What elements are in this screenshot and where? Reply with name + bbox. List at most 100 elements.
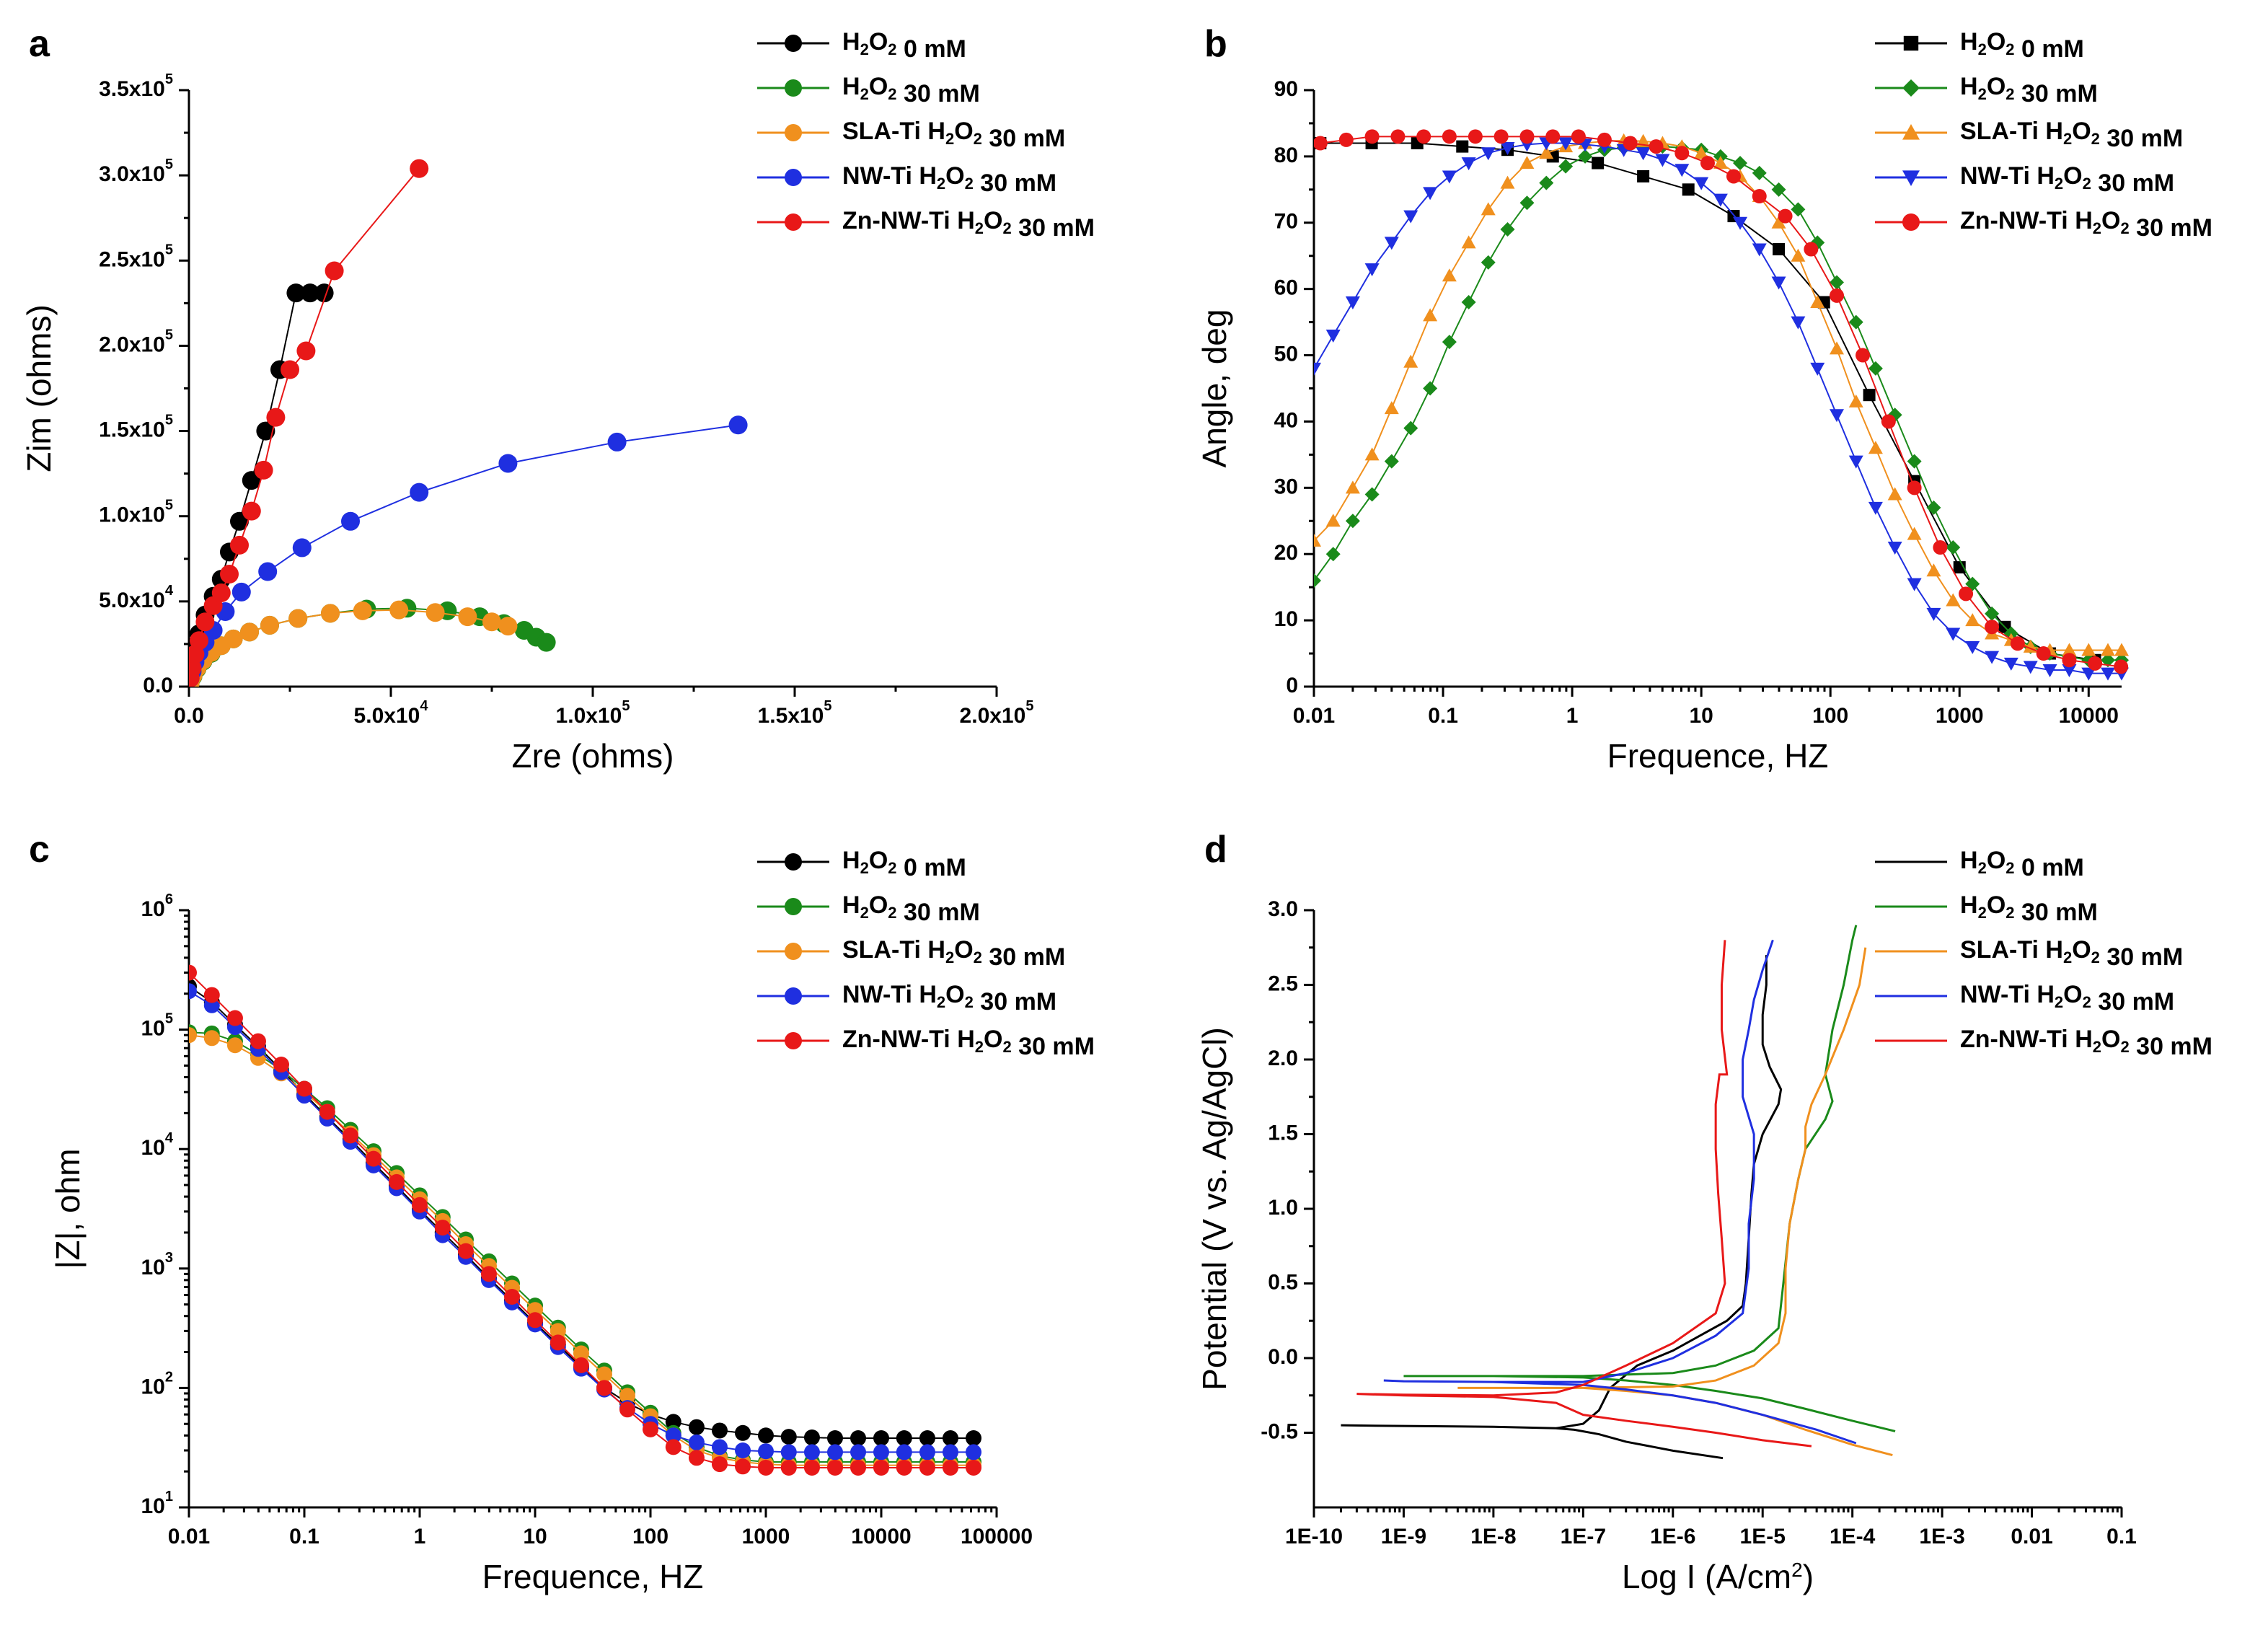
data-point: [286, 283, 306, 303]
data-point: [211, 583, 231, 603]
data-point: [607, 432, 627, 451]
data-point: [711, 1422, 728, 1439]
data-point: [226, 1037, 243, 1054]
x-tick-label: 10: [523, 1525, 547, 1548]
data-point: [189, 964, 197, 981]
data-point: [254, 460, 273, 480]
data-point: [296, 341, 316, 361]
x-tick-label: 1E-9: [1381, 1525, 1426, 1548]
data-point: [2101, 667, 2116, 681]
data-point: [1868, 361, 1883, 376]
data-point: [389, 600, 409, 620]
data-point: [1907, 454, 1922, 469]
plot-area: [189, 964, 982, 1476]
panel-label: d: [1204, 829, 1227, 871]
data-point: [896, 1444, 912, 1461]
data-point: [281, 360, 299, 379]
legend-label: H2O2 0 mM: [842, 847, 966, 881]
data-point: [1946, 627, 1961, 641]
data-point: [826, 1429, 843, 1446]
data-point: [850, 1444, 867, 1461]
data-point: [1384, 237, 1399, 250]
legend-label: H2O2 0 mM: [1960, 28, 2084, 63]
data-point: [2062, 643, 2077, 656]
data-point: [803, 1459, 820, 1476]
x-tick-label: 10: [1689, 704, 1713, 728]
data-point: [504, 1288, 521, 1305]
data-point: [2036, 646, 2051, 661]
data-point: [780, 1429, 797, 1445]
data-point: [1713, 193, 1728, 207]
data-point: [758, 1427, 774, 1444]
data-point: [1519, 195, 1535, 211]
data-point: [1856, 348, 1871, 363]
data-point: [919, 1429, 935, 1446]
series-2: [1457, 947, 1893, 1457]
legend-label: SLA-Ti H2O2 30 mM: [842, 936, 1065, 971]
y-axis-title: Potential (V vs. Ag/AgCl): [1196, 1027, 1233, 1391]
x-tick-label: 100: [1812, 704, 1848, 728]
legend-swatch-marker: [1902, 124, 1920, 140]
data-point: [966, 1429, 982, 1446]
data-point: [1637, 169, 1650, 182]
data-point: [1325, 329, 1341, 343]
data-point: [1848, 455, 1863, 469]
legend-label: H2O2 0 mM: [842, 28, 966, 63]
data-point: [1345, 514, 1360, 529]
data-point: [919, 1459, 935, 1476]
data-point: [480, 1266, 497, 1282]
data-point: [1442, 170, 1457, 184]
data-point: [550, 1323, 566, 1339]
y-tick-label: 30: [1274, 475, 1298, 498]
data-point: [1674, 146, 1690, 161]
data-point: [537, 633, 556, 652]
data-point: [1733, 156, 1748, 171]
series-0: [1341, 955, 1783, 1460]
data-point: [1985, 606, 2000, 621]
data-point: [319, 1103, 335, 1120]
data-point: [1907, 480, 1922, 495]
data-point: [1674, 164, 1690, 177]
series-3: [189, 415, 748, 687]
legend-swatch-marker: [785, 169, 802, 186]
legend-label: SLA-Ti H2O2 30 mM: [842, 118, 1065, 152]
data-point: [2101, 643, 2116, 656]
data-point: [220, 565, 239, 584]
data-point: [1868, 441, 1883, 454]
data-point: [1655, 154, 1670, 167]
y-tick-label: 2.5: [1268, 972, 1298, 995]
series-1: [1403, 925, 1896, 1432]
data-point: [1423, 381, 1438, 396]
legend-label: Zn-NW-Ti H2O2 30 mM: [1960, 1026, 2212, 1060]
data-point: [1863, 389, 1876, 402]
data-point: [498, 454, 518, 473]
data-point: [1314, 573, 1321, 588]
y-tick-label: 10: [1274, 607, 1298, 631]
x-axis-title: Log I (A/cm2): [1622, 1558, 1814, 1595]
data-point: [758, 1443, 774, 1460]
data-point: [2010, 636, 2025, 651]
y-tick-label: 0.0: [1268, 1345, 1298, 1369]
data-point: [850, 1459, 867, 1476]
y-tick-label: 104: [141, 1130, 174, 1160]
y-axis-title: Angle, deg: [1196, 309, 1233, 468]
data-point: [1926, 607, 1941, 621]
data-point: [203, 1030, 220, 1047]
x-tick-label: 0.01: [1293, 704, 1335, 728]
x-tick-label: 1: [1566, 704, 1579, 728]
data-point: [896, 1429, 912, 1446]
data-point: [1791, 316, 1806, 330]
y-tick-label: 5.0x104: [99, 583, 174, 612]
data-point: [2062, 653, 2077, 668]
data-point: [195, 612, 215, 632]
x-axis-title: Zre (ohms): [512, 737, 674, 775]
data-point: [1694, 146, 1709, 159]
data-point: [1500, 175, 1515, 189]
data-point: [1364, 263, 1380, 277]
series-1: [1314, 139, 2129, 668]
data-point: [2114, 643, 2129, 656]
data-point: [1364, 447, 1380, 461]
legend-label: Zn-NW-Ti H2O2 30 mM: [1960, 207, 2212, 242]
data-point: [1733, 216, 1748, 230]
